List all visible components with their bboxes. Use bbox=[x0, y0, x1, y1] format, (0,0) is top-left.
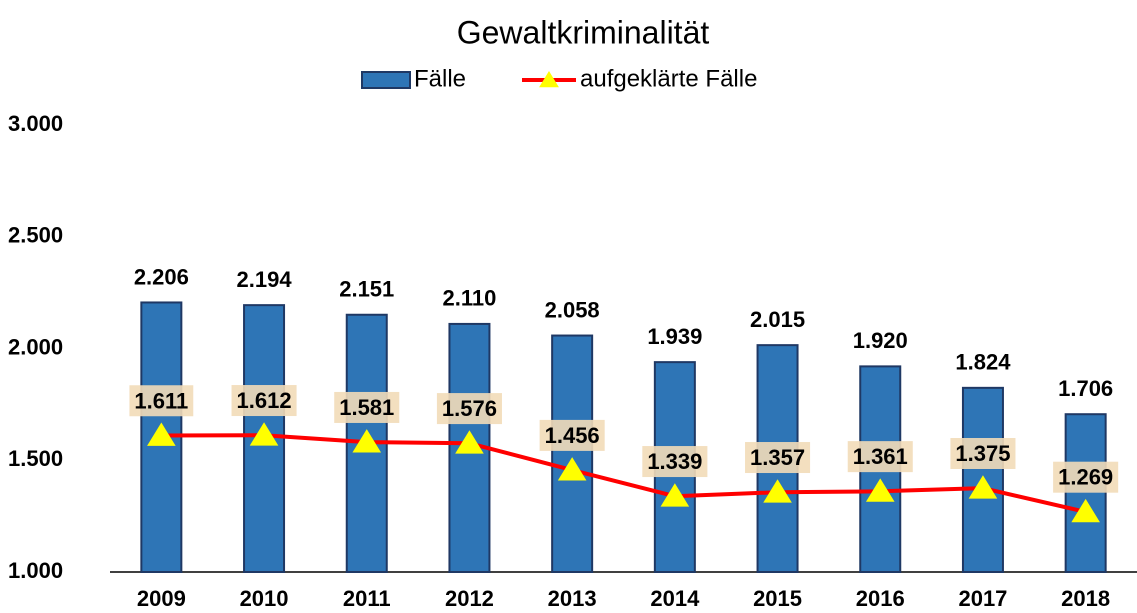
x-tick-label: 2012 bbox=[445, 586, 494, 611]
bar-value-label: 2.058 bbox=[545, 297, 600, 322]
y-tick-label: 2.500 bbox=[8, 223, 63, 248]
marker bbox=[1071, 498, 1100, 523]
legend-swatch bbox=[361, 71, 411, 89]
label-box bbox=[1053, 461, 1119, 493]
label-box bbox=[334, 391, 400, 423]
data-label: 1.576 bbox=[442, 396, 497, 421]
data-label-group: 1.357 bbox=[745, 442, 811, 474]
data-label-group: 1.269 bbox=[1053, 461, 1119, 493]
data-label: 1.339 bbox=[647, 449, 702, 474]
y-tick-label: 2.000 bbox=[8, 334, 63, 359]
data-label: 1.581 bbox=[339, 395, 394, 420]
marker bbox=[763, 479, 792, 503]
legend-marker bbox=[539, 71, 559, 88]
x-tick-label: 2014 bbox=[650, 586, 700, 611]
y-tick-label: 1.500 bbox=[8, 446, 63, 471]
x-tick-label: 2009 bbox=[137, 586, 186, 611]
data-label-group: 1.456 bbox=[539, 419, 605, 451]
marker bbox=[660, 483, 690, 507]
data-label-group: 1.612 bbox=[231, 385, 297, 417]
data-label-group: 1.611 bbox=[129, 385, 194, 417]
label-box bbox=[950, 438, 1016, 469]
marker bbox=[968, 475, 998, 499]
label-box bbox=[129, 385, 194, 417]
data-label: 1.269 bbox=[1058, 465, 1113, 490]
bar-value-label: 2.151 bbox=[339, 277, 394, 302]
label-box bbox=[231, 385, 297, 417]
data-label-group: 1.361 bbox=[847, 441, 913, 473]
data-label: 1.456 bbox=[545, 423, 600, 448]
bar-value-label: 2.015 bbox=[750, 307, 805, 332]
x-tick-label: 2010 bbox=[240, 586, 289, 611]
x-tick-label: 2018 bbox=[1061, 586, 1110, 611]
label-box bbox=[436, 393, 502, 425]
legend-label: aufgeklärte Fälle bbox=[580, 65, 757, 92]
x-tick-label: 2017 bbox=[958, 586, 1007, 611]
bar-value-label: 2.206 bbox=[134, 264, 189, 289]
x-tick-label: 2013 bbox=[548, 586, 597, 611]
y-tick-label: 3.000 bbox=[8, 111, 63, 136]
bar bbox=[1064, 413, 1107, 574]
bar-value-label: 1.939 bbox=[647, 324, 702, 349]
marker bbox=[249, 422, 279, 446]
data-label-group: 1.581 bbox=[334, 391, 400, 423]
chart-title: Gewaltkriminalität bbox=[457, 14, 710, 50]
data-label: 1.361 bbox=[853, 444, 908, 469]
x-tick-label: 2011 bbox=[343, 586, 391, 611]
bar-value-label: 1.706 bbox=[1058, 376, 1113, 401]
marker bbox=[352, 429, 382, 453]
data-label-group: 1.576 bbox=[436, 393, 502, 425]
data-label-group: 1.339 bbox=[642, 446, 708, 478]
data-label-group: 1.375 bbox=[950, 438, 1016, 469]
label-box bbox=[642, 446, 708, 478]
x-tick-label: 2015 bbox=[753, 586, 802, 611]
data-label: 1.357 bbox=[750, 445, 805, 470]
y-tick-label: 1.000 bbox=[8, 558, 63, 583]
data-label: 1.611 bbox=[134, 388, 188, 413]
bar-value-label: 2.110 bbox=[443, 286, 497, 311]
marker bbox=[865, 478, 895, 502]
bar-value-label: 1.920 bbox=[853, 328, 908, 353]
bar bbox=[551, 334, 594, 573]
label-box bbox=[745, 442, 811, 474]
data-label: 1.612 bbox=[237, 388, 292, 413]
bar-value-label: 1.824 bbox=[955, 350, 1011, 375]
marker bbox=[557, 457, 587, 481]
x-tick-label: 2016 bbox=[856, 586, 905, 611]
data-label: 1.375 bbox=[955, 441, 1010, 466]
line bbox=[161, 433, 1087, 514]
bar-value-label: 2.194 bbox=[237, 267, 293, 292]
label-box bbox=[539, 419, 605, 451]
marker bbox=[455, 430, 484, 454]
label-box bbox=[847, 441, 913, 473]
marker bbox=[147, 422, 176, 446]
legend-label: Fälle bbox=[414, 65, 466, 92]
